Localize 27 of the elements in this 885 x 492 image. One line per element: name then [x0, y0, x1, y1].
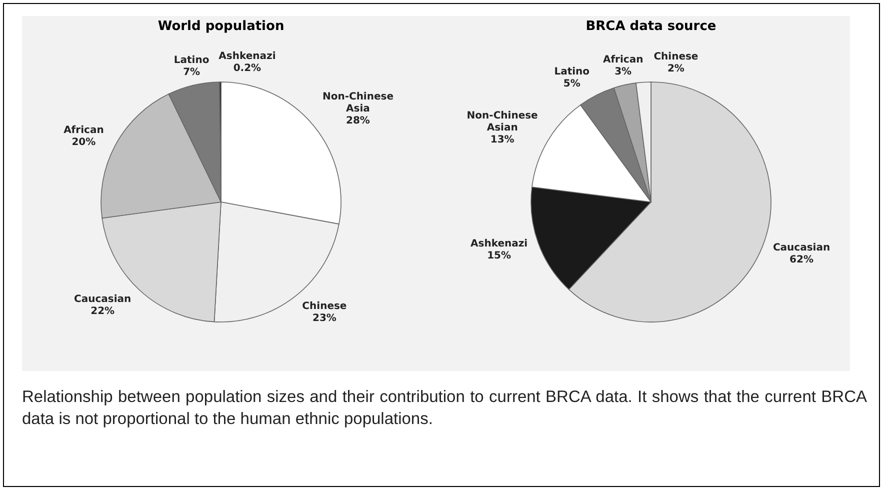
slice-label: Latino [174, 54, 210, 66]
data-label: 23% [312, 313, 336, 324]
chart-title: BRCA data source [586, 19, 716, 34]
data-label: 22% [90, 306, 115, 317]
slice-label: Latino [554, 66, 590, 78]
data-label: 0.2% [233, 63, 262, 74]
slice-label: Chinese [302, 301, 347, 312]
data-label: 62% [790, 254, 814, 266]
slice-label: Non-Chinese Asia [322, 92, 394, 115]
data-label: 20% [72, 136, 96, 148]
data-label: 7% [183, 66, 200, 78]
data-label: 15% [487, 250, 512, 262]
data-label: 5% [563, 78, 580, 90]
slice-label: Ashkenazi [218, 51, 276, 62]
text: Relationship between population sizes and their contribution to current BRCA data. It shows that the current BRCA data is not proportional to the human ethnic populations. [22, 387, 867, 430]
slice-label: Chinese [654, 51, 698, 62]
chart-title: World population [158, 19, 284, 34]
data-label: 2% [667, 63, 684, 74]
slice-label: Ashkenazi [470, 238, 528, 250]
slice-label: Non-Chinese Asian [466, 110, 538, 134]
slice-label: African [602, 54, 644, 66]
data-label: 28% [346, 116, 370, 127]
slice-label: African [64, 124, 104, 136]
slice-label: Caucasian [772, 242, 830, 254]
data-label: 13% [490, 134, 514, 146]
data-label: 3% [614, 66, 632, 78]
slice-label: Caucasian [74, 294, 132, 305]
